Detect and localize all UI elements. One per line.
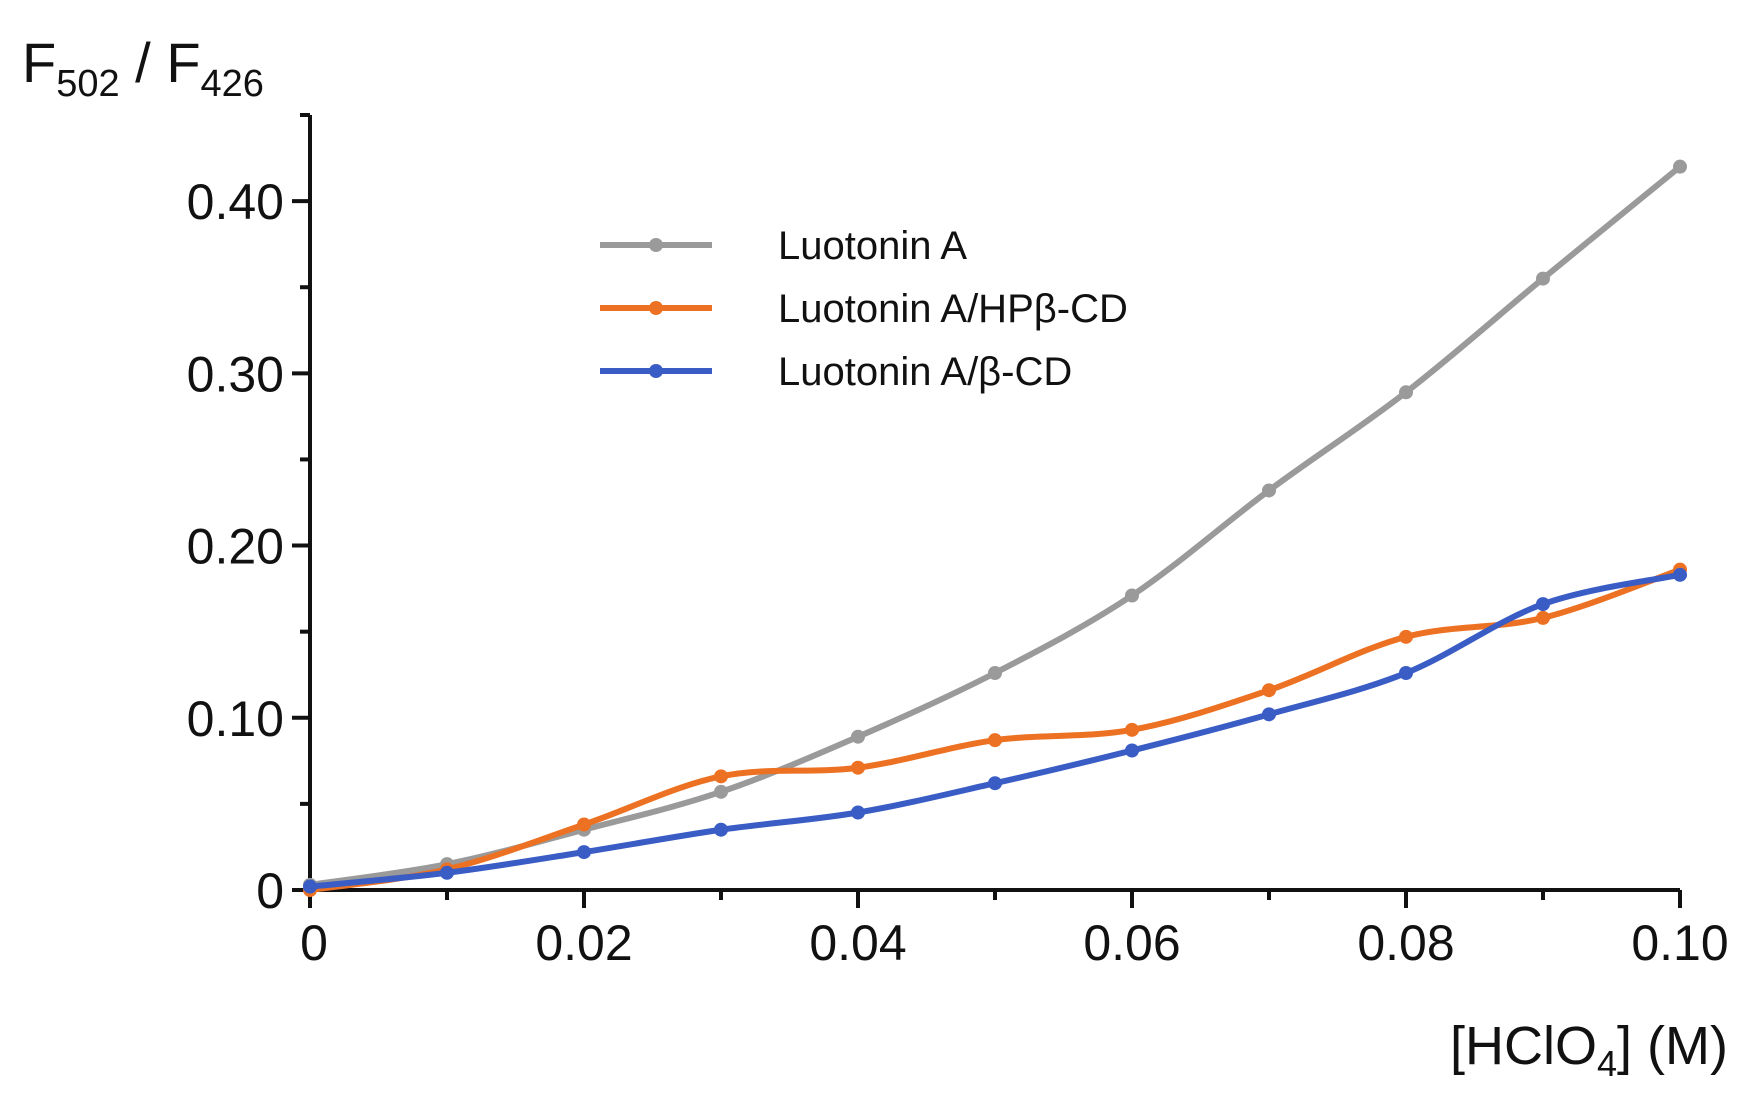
data-point	[851, 805, 865, 820]
data-point	[1399, 385, 1413, 400]
x-axis-title-pre: [HClO	[1450, 1016, 1597, 1076]
data-point	[1262, 707, 1276, 722]
y-tick-label: 0	[256, 863, 284, 919]
y-axis-title-sub-2: 426	[201, 63, 264, 105]
data-point	[1399, 629, 1413, 644]
series-layer	[303, 159, 1687, 897]
data-point	[988, 733, 1002, 748]
data-point	[1673, 159, 1687, 174]
data-point	[988, 776, 1002, 791]
y-axis-title-main-1: F	[22, 31, 56, 94]
axes: 0 0.10 0.20 0.30 0.40 0 0.02 0.04 0.06 0.08 0.10	[187, 113, 1729, 971]
data-point	[303, 879, 317, 894]
data-point	[851, 729, 865, 744]
data-point	[851, 760, 865, 775]
data-point	[1536, 597, 1550, 612]
x-tick-label: 0.06	[1083, 915, 1180, 971]
series-line	[307, 163, 1683, 888]
data-point	[1536, 271, 1550, 286]
y-tick-label: 0.10	[187, 691, 284, 747]
legend-label: Luotonin A/β-CD	[778, 350, 1072, 394]
data-point	[1262, 683, 1276, 698]
legend-swatch-marker	[649, 364, 663, 378]
legend: Luotonin A Luotonin A/HPβ-CD Luotonin A/β-…	[600, 224, 1128, 394]
data-point	[1125, 743, 1139, 758]
data-point	[1399, 666, 1413, 680]
y-tick-label: 0.20	[187, 519, 284, 575]
data-point	[577, 845, 591, 860]
x-axis-title-post: ] (M)	[1617, 1016, 1728, 1076]
y-tick-label: 0.30	[187, 346, 284, 402]
y-axis-title: F502 / F426	[22, 31, 264, 105]
x-tick-label: 0.10	[1631, 915, 1728, 971]
legend-swatch-marker	[649, 301, 663, 315]
legend-swatch-marker	[649, 238, 663, 252]
legend-item-3: Luotonin A/β-CD	[600, 350, 1072, 394]
data-point	[988, 666, 1002, 680]
data-point	[1262, 483, 1276, 498]
x-axis-title: [HClO4] (M)	[1450, 1016, 1728, 1084]
y-axis-title-sep: /	[120, 31, 167, 94]
legend-item-1: Luotonin A	[600, 224, 967, 268]
legend-item-2: Luotonin A/HPβ-CD	[600, 287, 1128, 331]
series-line	[307, 571, 1683, 890]
data-point	[1673, 567, 1687, 582]
x-tick-label: 0.04	[809, 915, 906, 971]
legend-label: Luotonin A/HPβ-CD	[778, 287, 1128, 331]
data-point	[1125, 588, 1139, 603]
series-3	[303, 567, 1687, 894]
x-axis-title-sub: 4	[1597, 1043, 1617, 1084]
data-point	[440, 865, 454, 880]
data-point	[714, 784, 728, 799]
y-axis-title-main-2: F	[166, 31, 200, 94]
x-tick-label: 0.08	[1357, 915, 1454, 971]
legend-label: Luotonin A	[778, 224, 967, 268]
data-point	[714, 769, 728, 784]
y-axis-title-sub-1: 502	[56, 63, 119, 105]
y-tick-label: 0.40	[187, 174, 284, 230]
x-tick-label: 0.02	[535, 915, 632, 971]
series-line	[307, 566, 1683, 893]
data-point	[1125, 722, 1139, 737]
data-point	[577, 817, 591, 832]
data-point	[1536, 610, 1550, 625]
x-tick-label: 0	[300, 915, 328, 971]
data-point	[714, 822, 728, 837]
